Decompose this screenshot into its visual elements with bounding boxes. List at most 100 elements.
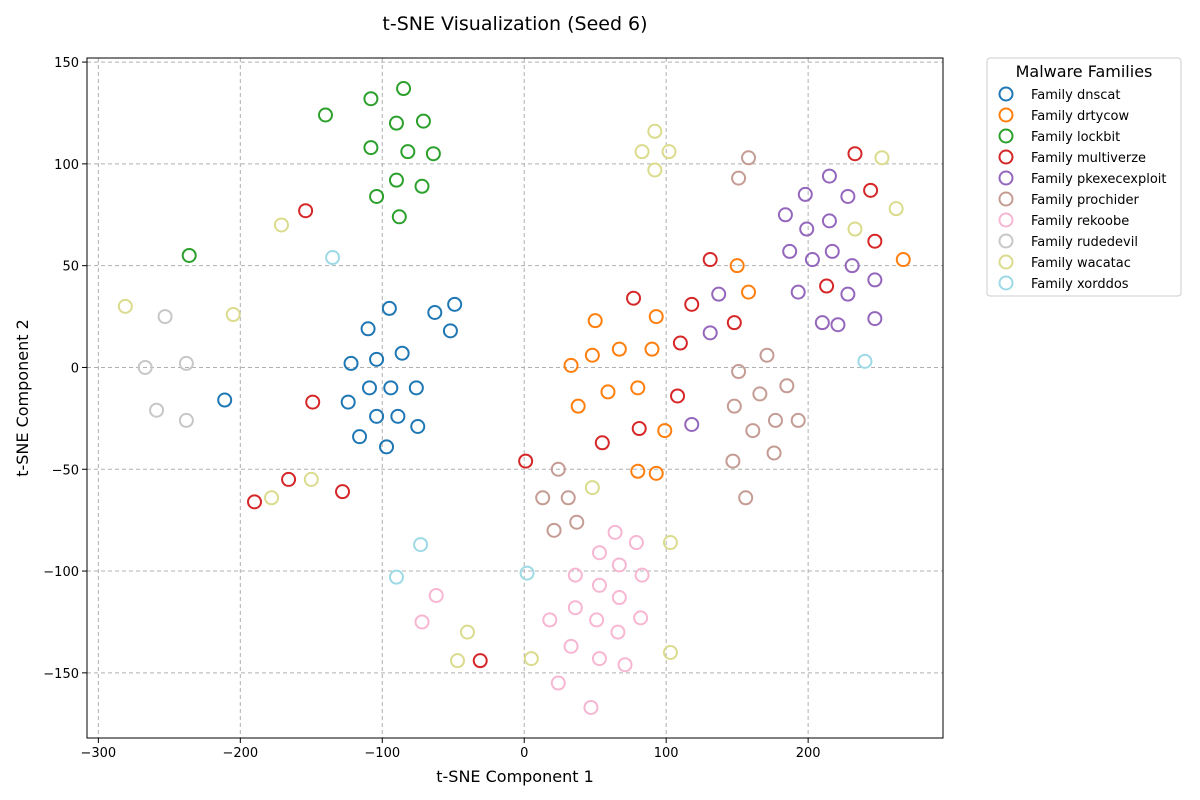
point-family-dnscat [369,408,385,424]
point-family-wacatac [273,217,289,233]
point-family-pkexecexploit [804,252,820,268]
point-family-lockbit [400,144,416,160]
point-family-multiverze [847,146,863,162]
point-family-xorddos [388,569,404,585]
point-family-lockbit [396,81,412,97]
point-family-prochider [560,490,576,506]
y-tick-label: 100 [54,158,79,173]
legend-marker [998,107,1014,123]
legend-marker [998,149,1014,165]
point-family-drtycow [630,463,646,479]
point-family-lockbit [363,140,379,156]
point-family-multiverze [672,335,688,351]
point-family-multiverze [518,453,534,469]
legend-marker [998,191,1014,207]
point-family-pkexecexploit [777,207,793,223]
point-family-dnscat [442,323,458,339]
point-family-lockbit [317,107,333,123]
axis-ticks: −300 −200 −100 0 100 200 −150 −100 −50 0 50 100 150 [43,56,820,761]
point-family-drtycow [611,341,627,357]
point-family-multiverze [867,233,883,249]
legend-label: Family wacatac [1031,256,1131,271]
point-family-rekoobe [567,600,583,616]
point-family-multiverze [594,435,610,451]
point-family-prochider [790,412,806,428]
point-family-drtycow [729,258,745,274]
point-family-rekoobe [633,610,649,626]
point-family-prochider [779,378,795,394]
point-family-drtycow [895,252,911,268]
point-family-wacatac [459,624,475,640]
point-family-dnscat [381,300,397,316]
point-family-wacatac [874,150,890,166]
point-family-multiverze [684,296,700,312]
point-family-multiverze [335,484,351,500]
point-family-dnscat [340,394,356,410]
point-family-rudedevil [178,412,194,428]
point-family-pkexecexploit [684,416,700,432]
legend-title: Malware Families [1016,62,1153,81]
data-points [117,81,911,715]
legend-item-family-rekoobe: Family rekoobe [998,212,1129,229]
point-family-multiverze [472,653,488,669]
point-family-multiverze [670,388,686,404]
point-family-drtycow [570,398,586,414]
point-family-drtycow [741,284,757,300]
legend-item-family-rudedevil: Family rudedevil [998,233,1138,250]
legend-label: Family rudedevil [1031,235,1138,250]
point-family-multiverze [247,494,263,510]
y-tick-label: 150 [54,56,79,71]
point-family-drtycow [563,357,579,373]
point-family-drtycow [648,465,664,481]
point-family-prochider [546,522,562,538]
x-tick-label: −300 [80,746,116,761]
point-family-rekoobe [611,590,627,606]
point-family-dnscat [390,408,406,424]
point-family-pkexecexploit [840,286,856,302]
point-family-wacatac [847,221,863,237]
point-family-pkexecexploit [867,272,883,288]
point-family-pkexecexploit [702,325,718,341]
point-family-pkexecexploit [782,243,798,259]
point-family-rudedevil [137,359,153,375]
point-family-lockbit [391,209,407,225]
point-family-rekoobe [591,545,607,561]
point-family-prochider [535,490,551,506]
point-family-pkexecexploit [821,213,837,229]
point-family-rekoobe [607,524,623,540]
point-family-rekoobe [563,638,579,654]
grid-lines [87,58,943,738]
legend-item-family-prochider: Family prochider [998,191,1139,208]
point-family-lockbit [181,247,197,263]
point-family-multiverze [281,471,297,487]
x-tick-label: −100 [364,746,400,761]
legend-label: Family rekoobe [1031,214,1129,229]
point-family-dnscat [379,439,395,455]
x-tick-label: −200 [222,746,258,761]
point-family-xorddos [519,565,535,581]
point-family-dnscat [447,296,463,312]
point-family-rudedevil [157,309,173,325]
legend-item-family-pkexecexploit: Family pkexecexploit [998,170,1166,187]
point-family-prochider [726,398,742,414]
x-tick-label: 100 [654,746,679,761]
legend-item-family-xorddos: Family xorddos [998,275,1129,292]
point-family-lockbit [425,146,441,162]
point-family-rekoobe [414,614,430,630]
point-family-rudedevil [178,355,194,371]
legend-label: Family lockbit [1031,130,1120,145]
point-family-drtycow [587,313,603,329]
point-family-wacatac [450,653,466,669]
point-family-dnscat [410,419,426,435]
legend-label: Family dnscat [1031,88,1120,103]
legend-marker [998,86,1014,102]
point-family-rekoobe [428,587,444,603]
point-family-lockbit [388,115,404,131]
point-family-rudedevil [149,402,165,418]
point-family-multiverze [702,252,718,268]
legend-marker [998,233,1014,249]
point-family-multiverze [305,394,321,410]
point-family-prochider [767,412,783,428]
y-tick-label: −50 [52,463,79,478]
point-family-wacatac [661,144,677,160]
